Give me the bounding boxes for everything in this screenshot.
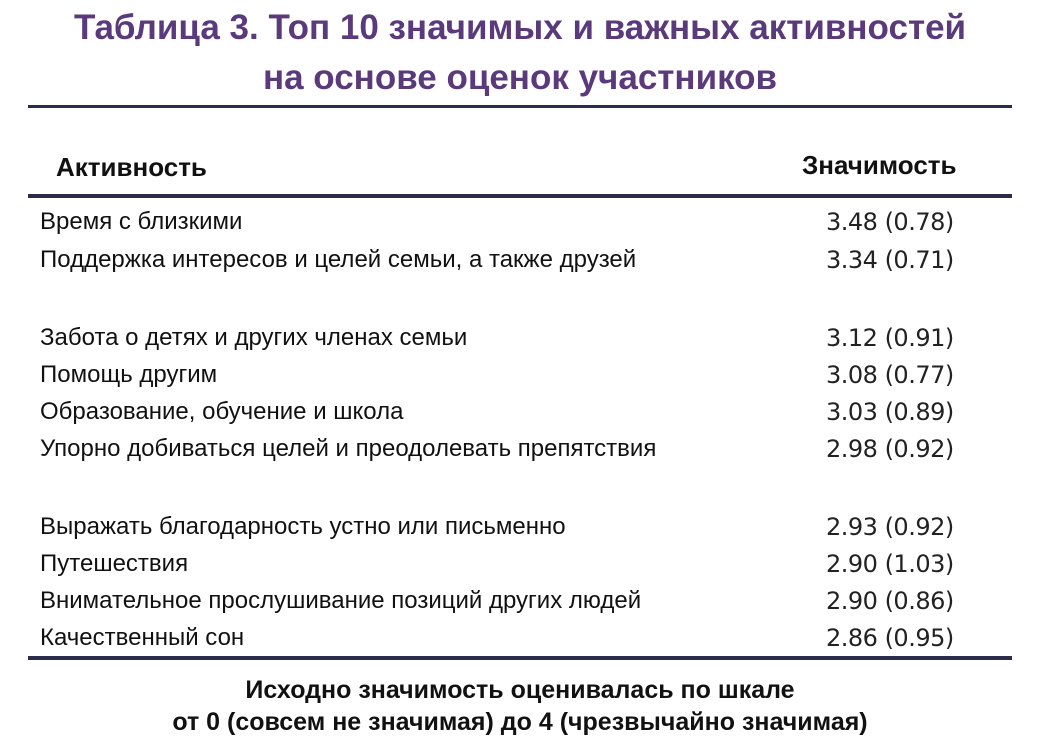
importance-cell: 2.90 (0.86) [826, 587, 954, 615]
bottom-rule [28, 656, 1012, 660]
table-row: Образование, обучение и школа 3.03 (0.89) [40, 397, 980, 427]
table-row: Забота о детях и других членах семьи 3.12… [40, 323, 980, 353]
table-row: Упорно добиваться целей и преодолевать п… [40, 434, 980, 464]
importance-cell: 2.93 (0.92) [826, 513, 954, 541]
importance-cell: 3.12 (0.91) [826, 324, 954, 352]
importance-cell: 3.34 (0.71) [826, 246, 954, 274]
activity-cell: Путешествия [40, 550, 189, 577]
importance-cell: 2.98 (0.92) [826, 435, 954, 463]
importance-cell: 2.90 (1.03) [826, 550, 954, 578]
table-title-line2: на основе оценок участников [262, 58, 778, 97]
activity-cell: Упорно добиваться целей и преодолевать п… [40, 435, 657, 462]
activity-cell: Выражать благодарность устно или письмен… [40, 513, 566, 540]
header-rule [28, 194, 1012, 198]
importance-cell: 3.08 (0.77) [826, 361, 954, 389]
table-row: Путешествия 2.90 (1.03) [40, 549, 980, 579]
activity-cell: Образование, обучение и школа [40, 398, 404, 425]
table-row: Выражать благодарность устно или письмен… [40, 512, 980, 542]
header-importance: Значимость [802, 150, 957, 180]
table-title-line1: Таблица 3. Топ 10 значимых и важных акти… [73, 8, 967, 47]
table-row: Внимательное прослушивание позиций други… [40, 586, 980, 616]
activity-cell: Внимательное прослушивание позиций други… [40, 587, 642, 614]
header-activity: Активность [56, 152, 207, 182]
activity-cell: Время с близкими [40, 208, 243, 235]
activity-cell: Помощь другим [40, 361, 218, 388]
importance-cell: 3.03 (0.89) [826, 398, 954, 426]
table-row: Поддержка интересов и целей семьи, а так… [40, 245, 980, 275]
table-row: Время с близкими 3.48 (0.78) [40, 207, 980, 237]
activity-cell: Поддержка интересов и целей семьи, а так… [40, 246, 637, 273]
importance-cell: 2.86 (0.95) [826, 624, 954, 652]
footnote-line1: Исходно значимость оценивалась по шкале [245, 676, 795, 704]
top-rule [28, 105, 1012, 108]
activity-cell: Забота о детях и других членах семьи [40, 324, 468, 351]
activity-cell: Качественный сон [40, 624, 245, 651]
footnote-line2: от 0 (совсем не значимая) до 4 (чрезвыча… [172, 708, 868, 736]
table-row: Помощь другим 3.08 (0.77) [40, 360, 980, 390]
importance-cell: 3.48 (0.78) [826, 208, 954, 236]
table-row: Качественный сон 2.86 (0.95) [40, 623, 980, 653]
